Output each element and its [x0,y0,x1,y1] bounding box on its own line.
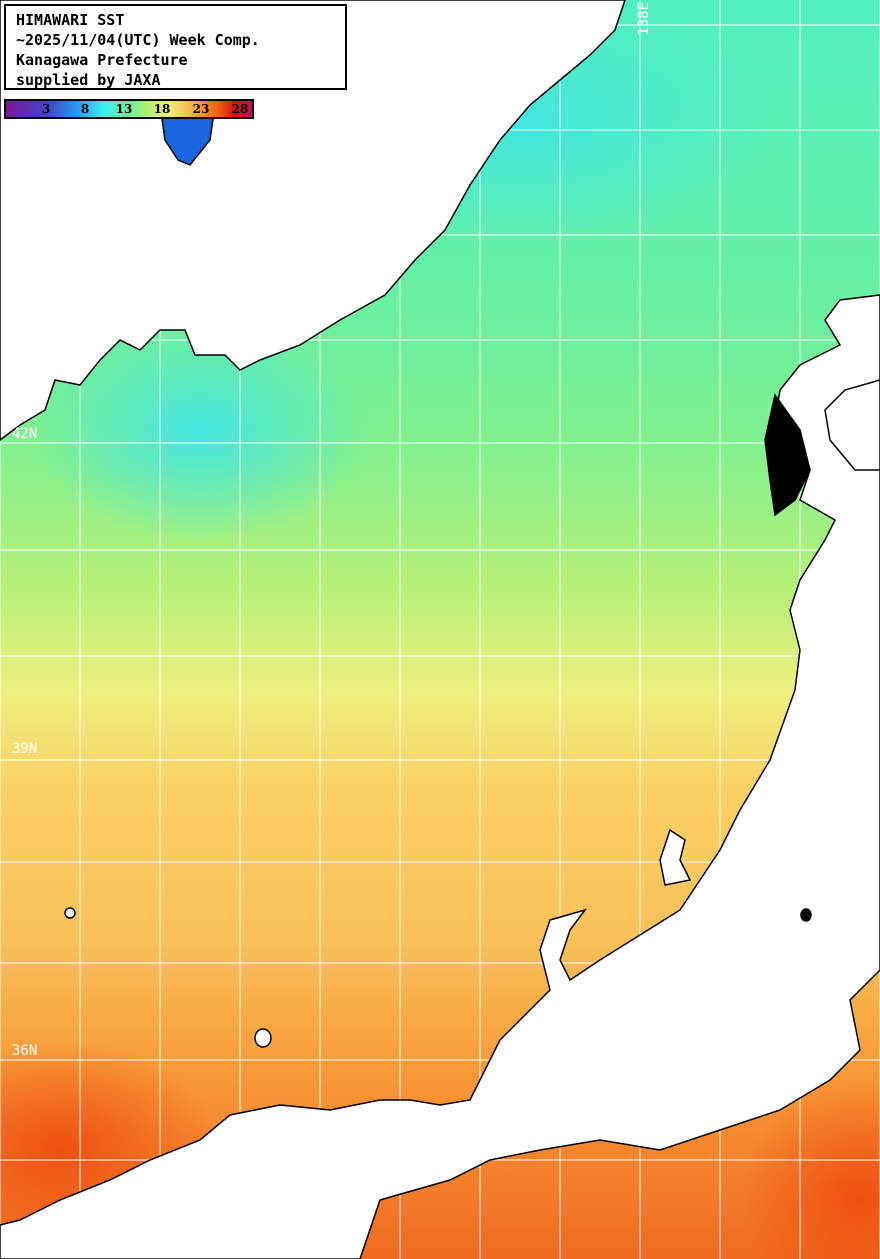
lat-label-42n: 42N [12,426,38,442]
title-line-1: HIMAWARI SST [16,11,125,29]
lat-label-39n: 39N [12,741,38,757]
lat-label-36n: 36N [12,1043,38,1059]
scale-label: 8 [80,102,90,116]
land-japan [0,294,880,1259]
land-black-shore [764,393,811,517]
island-oki [254,1028,272,1048]
color-scale-bar: 3 8 13 18 23 28 [4,99,254,119]
title-box: HIMAWARI SST ~2025/11/04(UTC) Week Comp.… [4,4,347,90]
scale-label: 18 [153,102,171,116]
scale-label: 23 [192,102,210,116]
island-sado [659,828,692,886]
lon-label-138e: 138E [636,2,652,36]
scale-label: 3 [41,102,51,116]
land-hokkaido-south [824,379,880,471]
scale-label: 13 [115,102,133,116]
warm-water-region [740,1080,880,1259]
title-line-2: ~2025/11/04(UTC) Week Comp. [16,31,260,49]
cool-water-region [30,320,370,540]
title-line-4: supplied by JAXA [16,71,161,89]
title-line-3: Kanagawa Prefecture [16,51,188,69]
scale-label: 28 [231,102,249,116]
island-ulleung [64,907,76,919]
lake [800,908,812,922]
